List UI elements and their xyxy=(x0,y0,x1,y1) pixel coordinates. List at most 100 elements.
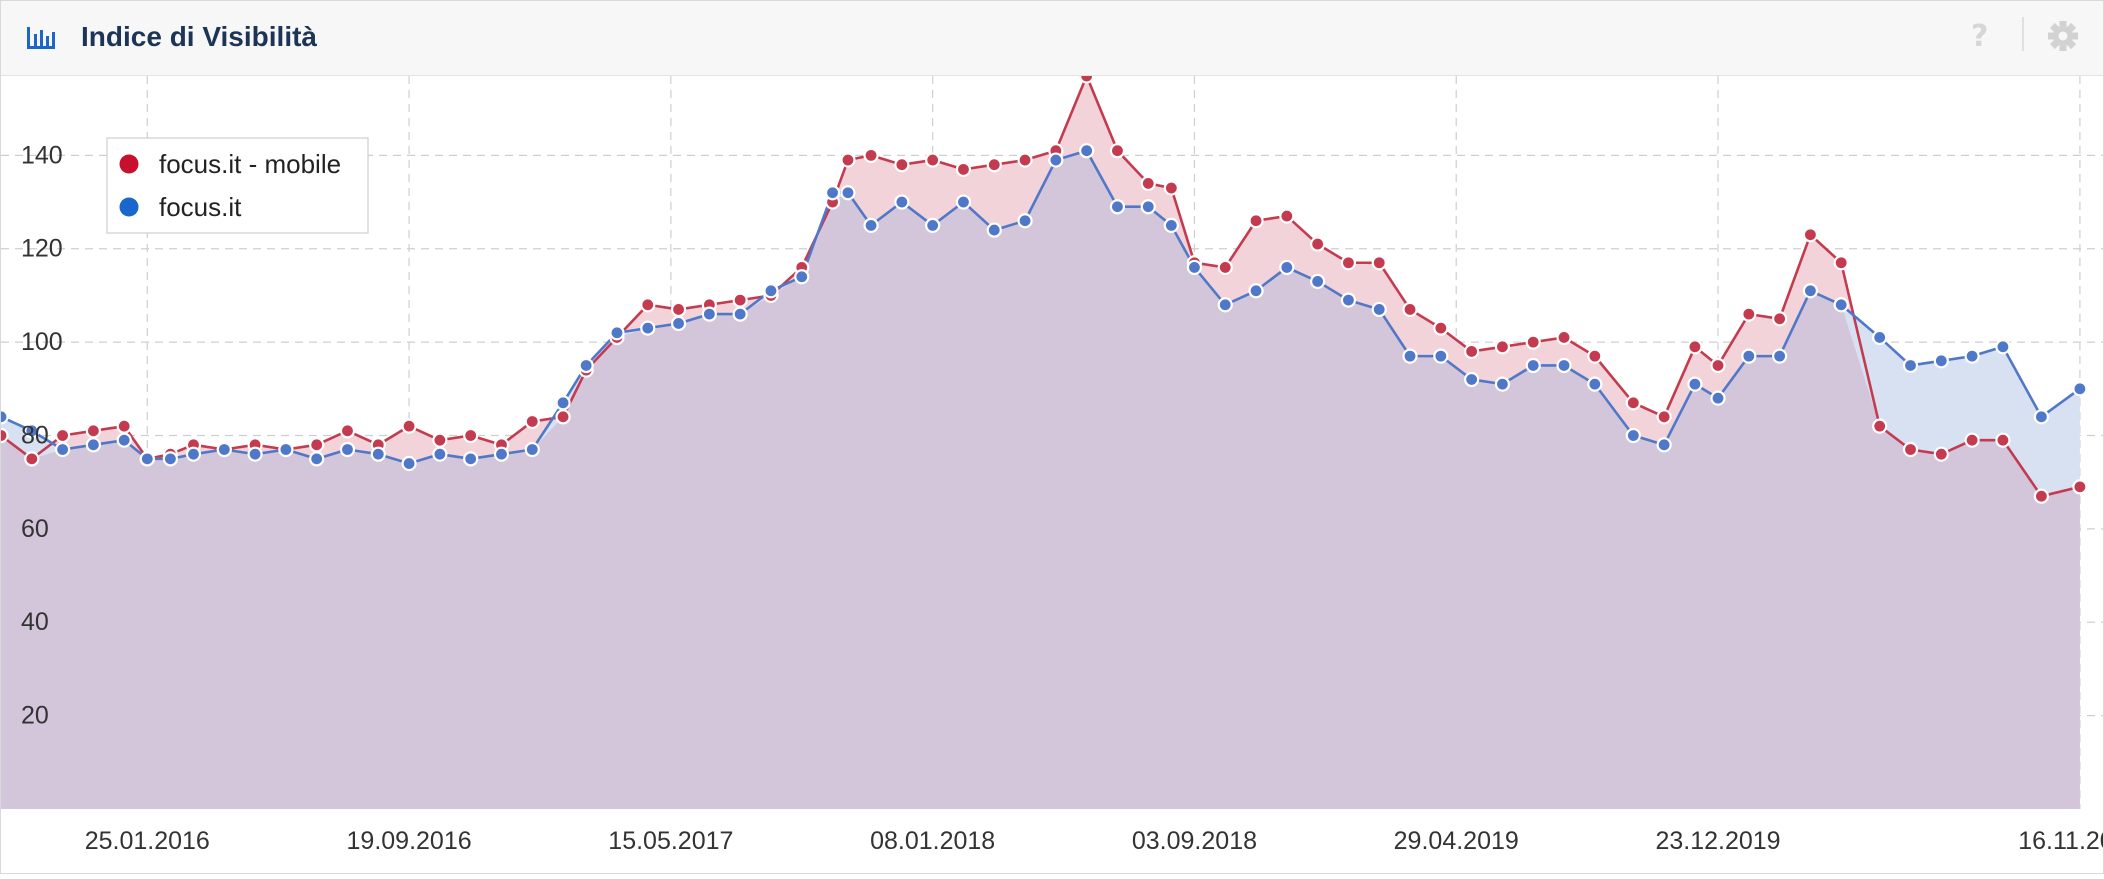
point-focus-it[interactable] xyxy=(955,194,972,210)
point-focus-it-mobile[interactable] xyxy=(54,427,71,444)
point-focus-it[interactable] xyxy=(2072,381,2088,397)
point-focus-it-mobile[interactable] xyxy=(1464,343,1480,360)
point-focus-it[interactable] xyxy=(309,451,325,467)
point-focus-it[interactable] xyxy=(24,423,40,439)
point-focus-it[interactable] xyxy=(1556,357,1572,374)
point-focus-it-mobile[interactable] xyxy=(1772,311,1788,327)
point-focus-it[interactable] xyxy=(1248,283,1264,299)
help-icon[interactable]: ? xyxy=(1971,19,1989,54)
point-focus-it[interactable] xyxy=(1964,348,1980,364)
point-focus-it[interactable] xyxy=(609,325,625,341)
point-focus-it[interactable] xyxy=(925,217,941,234)
point-focus-it[interactable] xyxy=(401,455,417,472)
point-focus-it[interactable] xyxy=(1310,273,1326,290)
point-focus-it-mobile[interactable] xyxy=(2033,488,2050,504)
point-focus-it-mobile[interactable] xyxy=(85,423,101,439)
point-focus-it[interactable] xyxy=(1525,357,1541,374)
point-focus-it[interactable] xyxy=(185,446,202,462)
point-focus-it[interactable] xyxy=(1186,259,1203,276)
point-focus-it-mobile[interactable] xyxy=(863,147,879,163)
point-focus-it-mobile[interactable] xyxy=(840,152,856,168)
point-focus-it-mobile[interactable] xyxy=(401,418,417,434)
point-focus-it[interactable] xyxy=(763,283,779,299)
point-focus-it[interactable] xyxy=(1656,437,1672,453)
point-focus-it-mobile[interactable] xyxy=(1964,432,1980,448)
point-focus-it[interactable] xyxy=(1163,217,1179,234)
point-focus-it-mobile[interactable] xyxy=(1833,255,1849,271)
point-focus-it[interactable] xyxy=(139,451,155,467)
point-focus-it-mobile[interactable] xyxy=(1872,418,1888,434)
point-focus-it[interactable] xyxy=(1402,348,1418,364)
point-focus-it-mobile[interactable] xyxy=(1279,208,1295,224)
point-focus-it[interactable] xyxy=(1587,376,1603,392)
point-focus-it[interactable] xyxy=(493,446,510,462)
point-focus-it-mobile[interactable] xyxy=(309,437,325,453)
point-focus-it-mobile[interactable] xyxy=(1741,306,1757,322)
point-focus-it[interactable] xyxy=(1687,376,1703,392)
point-focus-it[interactable] xyxy=(894,194,910,210)
point-focus-it[interactable] xyxy=(1109,199,1126,215)
point-focus-it-mobile[interactable] xyxy=(1340,255,1357,271)
point-focus-it[interactable] xyxy=(794,269,810,285)
point-focus-it[interactable] xyxy=(670,315,687,332)
point-focus-it[interactable] xyxy=(1933,353,1949,369)
point-focus-it[interactable] xyxy=(701,306,717,322)
point-focus-it-mobile[interactable] xyxy=(1710,357,1726,374)
point-focus-it[interactable] xyxy=(1048,152,1064,168)
legend-label[interactable]: focus.it - mobile xyxy=(159,149,341,179)
point-focus-it-mobile[interactable] xyxy=(463,427,479,444)
point-focus-it-mobile[interactable] xyxy=(2072,479,2088,495)
point-focus-it[interactable] xyxy=(2033,409,2050,425)
point-focus-it-mobile[interactable] xyxy=(524,413,540,430)
point-focus-it[interactable] xyxy=(1433,348,1449,364)
point-focus-it-mobile[interactable] xyxy=(1163,180,1179,196)
point-focus-it[interactable] xyxy=(1017,213,1033,229)
point-focus-it-mobile[interactable] xyxy=(1587,348,1603,364)
point-focus-it-mobile[interactable] xyxy=(339,423,356,439)
point-focus-it[interactable] xyxy=(1140,199,1156,215)
point-focus-it[interactable] xyxy=(1340,292,1357,308)
point-focus-it[interactable] xyxy=(1494,376,1511,392)
point-focus-it[interactable] xyxy=(1371,301,1387,318)
point-focus-it-mobile[interactable] xyxy=(1494,339,1511,355)
point-focus-it-mobile[interactable] xyxy=(432,432,448,448)
point-focus-it[interactable] xyxy=(555,395,571,411)
point-focus-it-mobile[interactable] xyxy=(1525,334,1541,350)
point-focus-it[interactable] xyxy=(54,441,71,458)
point-focus-it[interactable] xyxy=(1833,297,1849,313)
point-focus-it[interactable] xyxy=(1625,427,1641,444)
point-focus-it[interactable] xyxy=(863,217,879,234)
point-focus-it-mobile[interactable] xyxy=(1079,68,1095,84)
point-focus-it[interactable] xyxy=(116,432,132,448)
point-focus-it[interactable] xyxy=(1802,283,1819,299)
point-focus-it[interactable] xyxy=(0,409,9,425)
point-focus-it[interactable] xyxy=(640,320,656,336)
point-focus-it-mobile[interactable] xyxy=(670,301,687,318)
point-focus-it-mobile[interactable] xyxy=(1687,339,1703,355)
point-focus-it-mobile[interactable] xyxy=(1995,432,2011,448)
point-focus-it[interactable] xyxy=(986,222,1002,238)
point-focus-it[interactable] xyxy=(463,451,479,467)
point-focus-it-mobile[interactable] xyxy=(1109,143,1126,159)
point-focus-it[interactable] xyxy=(278,441,294,458)
point-focus-it[interactable] xyxy=(1872,329,1888,346)
point-focus-it-mobile[interactable] xyxy=(986,157,1002,173)
point-focus-it-mobile[interactable] xyxy=(1402,301,1418,318)
point-focus-it[interactable] xyxy=(732,306,748,322)
point-focus-it-mobile[interactable] xyxy=(1017,152,1033,168)
point-focus-it[interactable] xyxy=(339,441,356,458)
gear-icon[interactable] xyxy=(2047,20,2079,52)
point-focus-it-mobile[interactable] xyxy=(0,427,9,444)
point-focus-it[interactable] xyxy=(1902,357,1919,374)
point-focus-it[interactable] xyxy=(824,185,841,201)
point-focus-it-mobile[interactable] xyxy=(1217,259,1233,276)
point-focus-it-mobile[interactable] xyxy=(925,152,941,168)
legend-label[interactable]: focus.it xyxy=(159,192,242,222)
point-focus-it-mobile[interactable] xyxy=(1248,213,1264,229)
point-focus-it[interactable] xyxy=(840,185,856,201)
point-focus-it[interactable] xyxy=(162,451,178,467)
point-focus-it-mobile[interactable] xyxy=(1556,329,1572,346)
point-focus-it-mobile[interactable] xyxy=(555,409,571,425)
point-focus-it[interactable] xyxy=(1995,339,2011,355)
point-focus-it[interactable] xyxy=(370,446,386,462)
